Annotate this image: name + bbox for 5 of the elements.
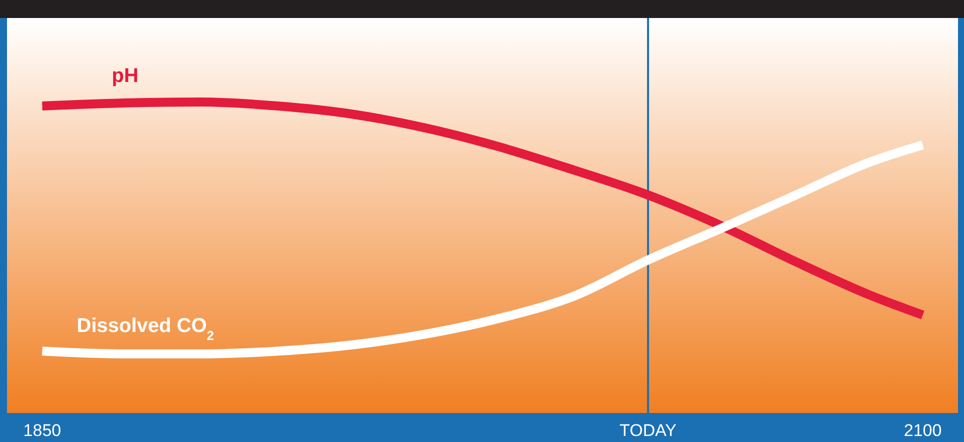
series-label: pH bbox=[112, 65, 138, 87]
x-tick-label: 1850 bbox=[23, 421, 62, 440]
x-tick-label: TODAY bbox=[620, 421, 677, 440]
series-label: Dissolved CO$_{2}$ bbox=[76, 314, 214, 342]
x-tick-label: 2100 bbox=[904, 421, 942, 440]
